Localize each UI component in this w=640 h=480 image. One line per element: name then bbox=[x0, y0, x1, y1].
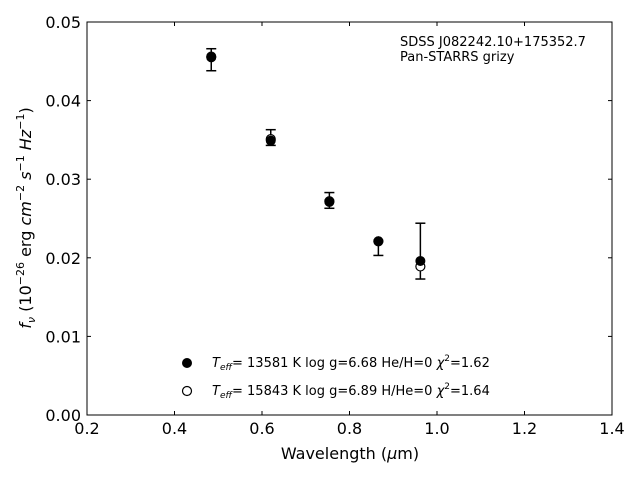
data-point-filled bbox=[324, 196, 335, 207]
annotation-survey: Pan-STARRS grizy bbox=[400, 50, 515, 65]
x-tick-label: 1.2 bbox=[512, 419, 537, 438]
x-tick-label: 0.2 bbox=[74, 419, 99, 438]
y-tick-label: 0.02 bbox=[45, 249, 81, 268]
plot-area: 0.2 0.4 0.6 0.8 1.0 1.2 1.4 0.00 0.01 0.02 0.03 0.0… bbox=[45, 13, 624, 438]
y-tick-label: 0.00 bbox=[45, 406, 81, 425]
y-axis-label: fν (10−26 erg cm−2 s−1 Hz−1) bbox=[14, 107, 38, 328]
data-point-filled bbox=[206, 52, 217, 63]
data-point-filled bbox=[415, 255, 426, 266]
x-tick-label: 1.0 bbox=[424, 419, 449, 438]
y-tick-label: 0.04 bbox=[45, 92, 81, 111]
x-axis-label: Wavelength (μm) bbox=[281, 444, 419, 463]
x-tick-label: 0.8 bbox=[337, 419, 362, 438]
y-tick-label: 0.01 bbox=[45, 327, 81, 346]
annotation-object-name: SDSS J082242.10+175352.7 bbox=[400, 35, 586, 50]
legend-label-filled: Teff= 13581 K log g=6.68 He/H=0 χ2=1.62 bbox=[212, 354, 490, 373]
y-tick-label: 0.05 bbox=[45, 13, 81, 32]
y-tick-label: 0.03 bbox=[45, 170, 81, 189]
legend: Teff= 13581 K log g=6.68 He/H=0 χ2=1.62 … bbox=[181, 354, 490, 401]
legend-label-open: Teff= 15843 K log g=6.89 H/He=0 χ2=1.64 bbox=[212, 382, 490, 401]
data-point-filled bbox=[265, 135, 276, 146]
x-tick-label: 1.4 bbox=[599, 419, 624, 438]
legend-marker-open bbox=[181, 385, 193, 397]
data-point-filled bbox=[373, 236, 384, 247]
legend-marker-filled bbox=[182, 358, 192, 368]
x-tick-label: 0.6 bbox=[249, 419, 274, 438]
x-tick-label: 0.4 bbox=[162, 419, 187, 438]
